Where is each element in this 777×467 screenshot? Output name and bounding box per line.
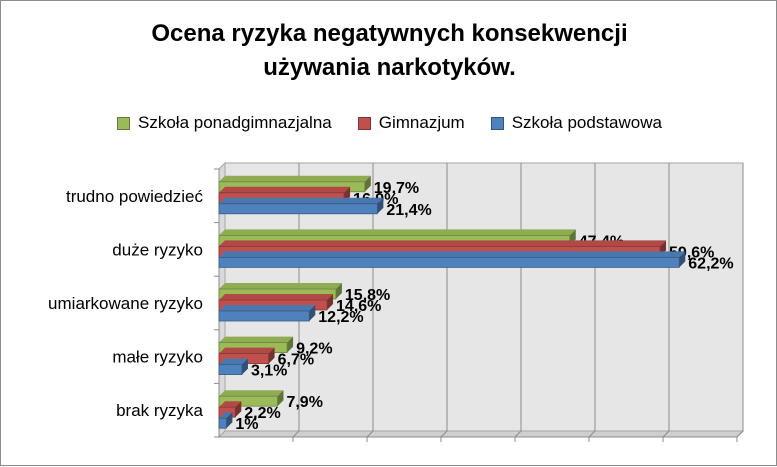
bar-top-szkola-podstawowa-trudno-powiedziec xyxy=(219,197,384,204)
bar-end-gimnazjum-male-ryzyko xyxy=(268,347,275,364)
data-label-szkola-podstawowa-brak-ryzyka: 1% xyxy=(235,416,258,433)
bar-top-szkola-podstawowa-brak-ryzyka xyxy=(219,412,233,419)
bar-top-szkola-ponadgimnazjalna-trudno-powiedziec xyxy=(219,175,371,182)
bar-end-gimnazjum-brak-ryzyka xyxy=(235,401,242,418)
gridline xyxy=(736,163,744,438)
data-label-szkola-podstawowa-trudno-powiedziec: 21,4% xyxy=(386,202,431,219)
legend-item-podstawowa: Szkoła podstawowa xyxy=(490,113,662,133)
category-label-trudno-powiedziec: trudno powiedzieć xyxy=(66,187,204,206)
legend-label-ponadgimnazjalna: Szkoła ponadgimnazjalna xyxy=(138,113,332,132)
bar-top-szkola-podstawowa-male-ryzyko xyxy=(219,358,248,365)
legend-item-ponadgimnazjalna: Szkoła ponadgimnazjalna xyxy=(117,113,332,133)
bar-top-szkola-ponadgimnazjalna-male-ryzyko xyxy=(219,336,294,343)
bar-top-szkola-ponadgimnazjalna-umiarkowane-ryzyko xyxy=(219,283,342,289)
data-label-szkola-ponadgimnazjalna-umiarkowane-ryzyko: 15,8% xyxy=(345,287,390,304)
legend-label-podstawowa: Szkoła podstawowa xyxy=(511,113,662,132)
category-label-umiarkowane-ryzyko: umiarkowane ryzyko xyxy=(48,294,203,313)
bar-end-szkola-ponadgimnazjalna-brak-ryzyka xyxy=(277,390,284,407)
bar-top-szkola-podstawowa-umiarkowane-ryzyko xyxy=(219,305,316,311)
bar-top-gimnazjum-brak-ryzyka xyxy=(219,401,242,408)
bar-szkola-podstawowa-umiarkowane-ryzyko xyxy=(218,310,310,322)
data-label-szkola-ponadgimnazjalna-male-ryzyko: 9,2% xyxy=(296,341,332,358)
chart-title: Ocena ryzyka negatywnych konsekwencji uż… xyxy=(1,17,777,85)
legend-item-gimnazjum: Gimnazjum xyxy=(357,113,465,133)
bar-end-szkola-ponadgimnazjalna-umiarkowane-ryzyko xyxy=(335,283,342,299)
bar-top-gimnazjum-male-ryzyko xyxy=(219,347,275,354)
data-label-gimnazjum-male-ryzyko: 6,7% xyxy=(278,352,314,369)
bar-end-szkola-podstawowa-brak-ryzyka xyxy=(226,412,233,429)
bar-top-szkola-ponadgimnazjalna-duze-ryzyko xyxy=(219,229,576,236)
bar-szkola-podstawowa-brak-ryzyka xyxy=(218,417,227,429)
bar-top-gimnazjum-trudno-powiedziec xyxy=(219,186,351,193)
legend: Szkoła ponadgimnazjalna Gimnazjum Szkoła… xyxy=(1,111,777,135)
chart-title-line-2: używania narkotyków. xyxy=(263,54,516,81)
data-label-szkola-podstawowa-male-ryzyko: 3,1% xyxy=(251,363,287,380)
data-label-szkola-podstawowa-umiarkowane-ryzyko: 12,2% xyxy=(318,309,363,326)
category-label-duze-ryzyko: duże ryzyko xyxy=(112,240,203,259)
bar-end-szkola-podstawowa-duze-ryzyko xyxy=(679,251,686,268)
category-label-brak-ryzyka: brak ryzyka xyxy=(116,401,203,420)
bar-top-gimnazjum-umiarkowane-ryzyko xyxy=(219,294,334,300)
data-label-szkola-podstawowa-duze-ryzyko: 62,2% xyxy=(688,255,733,272)
legend-swatch-gimnazjum xyxy=(357,116,371,130)
bar-top-gimnazjum-duze-ryzyko xyxy=(219,240,667,247)
bar-end-szkola-podstawowa-umiarkowane-ryzyko xyxy=(309,305,316,321)
data-label-gimnazjum-brak-ryzyka: 2,2% xyxy=(244,405,280,422)
bar-top-szkola-podstawowa-duze-ryzyko xyxy=(219,251,686,258)
bar-szkola-podstawowa-duze-ryzyko xyxy=(218,256,680,268)
data-label-gimnazjum-umiarkowane-ryzyko: 14,6% xyxy=(336,298,381,315)
bar-end-szkola-podstawowa-male-ryzyko xyxy=(241,358,248,375)
bar-end-szkola-podstawowa-trudno-powiedziec xyxy=(377,197,384,214)
bar-end-szkola-ponadgimnazjalna-trudno-powiedziec xyxy=(364,175,371,192)
legend-swatch-ponadgimnazjalna xyxy=(117,116,130,130)
data-label-szkola-ponadgimnazjalna-trudno-powiedziec: 19,7% xyxy=(374,180,419,197)
data-label-szkola-ponadgimnazjalna-brak-ryzyka: 7,9% xyxy=(286,394,322,411)
bar-szkola-podstawowa-male-ryzyko xyxy=(218,364,243,376)
legend-swatch-podstawowa xyxy=(490,116,504,130)
bar-end-gimnazjum-umiarkowane-ryzyko xyxy=(327,294,334,310)
bar-top-szkola-ponadgimnazjalna-brak-ryzyka xyxy=(219,390,284,397)
bar-szkola-ponadgimnazjalna-brak-ryzyka xyxy=(218,395,278,407)
bar-end-szkola-ponadgimnazjalna-male-ryzyko xyxy=(287,336,294,353)
chart-title-line-1: Ocena ryzyka negatywnych konsekwencji xyxy=(151,20,628,47)
bar-szkola-podstawowa-trudno-powiedziec xyxy=(218,203,378,215)
legend-label-gimnazjum: Gimnazjum xyxy=(378,113,465,132)
category-label-male-ryzyko: małe ryzyko xyxy=(112,348,203,367)
